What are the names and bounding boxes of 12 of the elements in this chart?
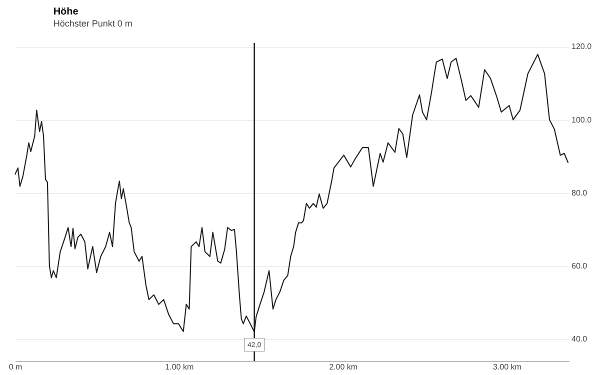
y-tick-label: 100.0 [572,115,592,124]
chart-subtitle: Höchster Punkt 0 m [53,18,132,28]
line-series [14,54,569,332]
x-tick-label: 1.00 km [165,362,194,372]
chart-title: Höhe [53,6,79,18]
x-tick-label: 3.00 km [492,362,522,372]
x-tick-label: 2.00 km [329,362,358,372]
y-tick-label: 60.0 [572,261,588,270]
y-tick-label: 120.0 [572,42,592,52]
y-tick-label: 40.0 [572,334,588,344]
x-tick-label: 0 m [8,362,22,372]
y-tick-label: 80.0 [572,188,588,198]
